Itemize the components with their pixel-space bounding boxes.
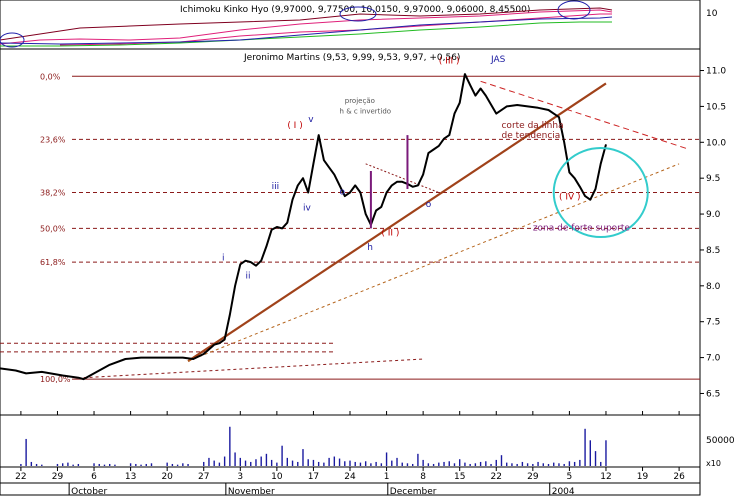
fib-label: 100,0% [40,375,71,384]
x-tick-label: 6 [91,472,97,482]
annotation: ( III ) [439,56,460,66]
y-tick-label: 9.0 [706,210,721,220]
y-tick-label: 7.5 [706,318,720,328]
annotations: ( III ) JAS ( I ) v projeção h & c invertido i… [222,55,630,282]
ichimoku-title: Ichimoku Kinko Hyo (9,97000, 9,77500, 10… [180,5,530,15]
x-tick-label: 22 [15,472,26,482]
annotation: ( II ) [381,229,399,239]
annotation: o [426,200,432,210]
x-tick-label: 5 [567,472,573,482]
trendlines [83,80,690,379]
month-label: December [390,487,437,496]
volume-panel: 50000 x10 [0,414,735,468]
annotation: projeção [345,97,375,105]
x-axis: 22 29 6 13 20 27 3 10 17 24 1 8 15 22 29 5 12 19 26 Octobe… [0,411,701,496]
ichimoku-lines [0,0,613,48]
ichimoku-line [0,9,613,45]
y-tick-label: 10.0 [706,138,726,148]
x-tick-label: 27 [198,472,209,482]
annotation: v [308,115,314,125]
annotation: corte da linha [501,121,563,131]
fib-label: 0,0% [40,72,61,81]
month-label: 2004 [552,487,575,496]
ichimoku-axis-label: 10 [706,9,718,19]
price-panel: Jeronimo Martins (9,53, 9,99, 9,53, 9,97… [0,48,726,416]
month-labels: October November December 2004 [68,483,575,496]
x-tick-label: 29 [527,472,539,482]
y-tick-label: 11.0 [706,67,726,77]
annotation: ( I ) [287,121,302,131]
x-tick-label: 10 [271,472,283,482]
volume-frame [0,414,701,468]
trendline-bottom [83,358,424,379]
x-tick-label: 17 [308,472,319,482]
annotation: i [222,254,225,264]
x-tick-label: 29 [52,472,64,482]
y-tick-label: 9.5 [706,174,720,184]
y-tick-label: 8.0 [706,282,721,292]
volume-scale-label: x10 [706,459,721,468]
x-tick-label: 1 [384,472,390,482]
price-line [0,73,607,381]
y-axis: 11.0 10.5 10.0 9.5 9.0 8.5 8.0 7.5 7.0 6.5 [700,67,726,399]
ichimoku-line [0,7,613,41]
ichimoku-panel: Ichimoku Kinko Hyo (9,97000, 9,77500, 10… [0,0,718,50]
x-tick-label: 20 [161,472,173,482]
trendline-support [187,163,680,362]
y-tick-label: 8.5 [706,246,720,256]
annotation: JAS [490,55,506,65]
x-tick-label: 13 [125,472,136,482]
fib-label: 23,6% [40,135,66,144]
annotation: h & c invertido [340,108,392,116]
month-label: November [228,487,275,496]
price-frame [0,48,701,416]
annotation: ii [246,272,251,282]
fib-lines: 0,0% 23,6% 38,2% 50,0% 61,8% 100,0% [0,72,700,384]
ichimoku-circle [339,6,377,22]
annotation: iv [303,203,312,213]
annotation: ( IV ) [559,193,581,203]
fib-label: 50,0% [40,224,66,233]
markers [369,135,649,239]
annotation: zona de forte suporte [533,224,631,234]
y-tick-label: 7.0 [706,354,721,364]
annotation: iii [272,182,280,192]
x-tick-label: 24 [344,472,356,482]
month-label: October [71,487,107,496]
support-zone-ellipse [552,147,649,239]
annotation: de tendencia [501,131,560,141]
x-ticks: 22 29 6 13 20 27 3 10 17 24 1 8 15 22 29 5 12 19 26 [15,411,685,482]
ichimoku-line [0,16,613,45]
ichimoku-circle [557,0,591,20]
trendline-trend [187,82,607,363]
x-tick-label: 22 [491,472,502,482]
annotation: h [367,243,373,253]
annotation: o [340,188,346,198]
price-series [0,73,607,381]
volume-bars [20,426,607,466]
x-tick-label: 3 [237,472,243,482]
ichimoku-line [0,21,612,47]
trendline-resistance [480,80,690,150]
x-tick-label: 26 [673,472,685,482]
trendline-projection [365,163,439,193]
y-tick-label: 6.5 [706,389,720,399]
x-tick-label: 8 [420,472,426,482]
volume-axis-label: 50000 [706,436,735,446]
x-tick-label: 12 [600,472,611,482]
fib-label: 61,8% [40,258,66,267]
chart-title: Jeronimo Martins (9,53, 9,99, 9,53, 9,97… [243,53,460,63]
ichimoku-circle [0,32,25,48]
y-tick-label: 10.5 [706,102,726,112]
x-tick-label: 15 [454,472,465,482]
x-tick-label: 19 [637,472,649,482]
fib-label: 38,2% [40,189,66,198]
